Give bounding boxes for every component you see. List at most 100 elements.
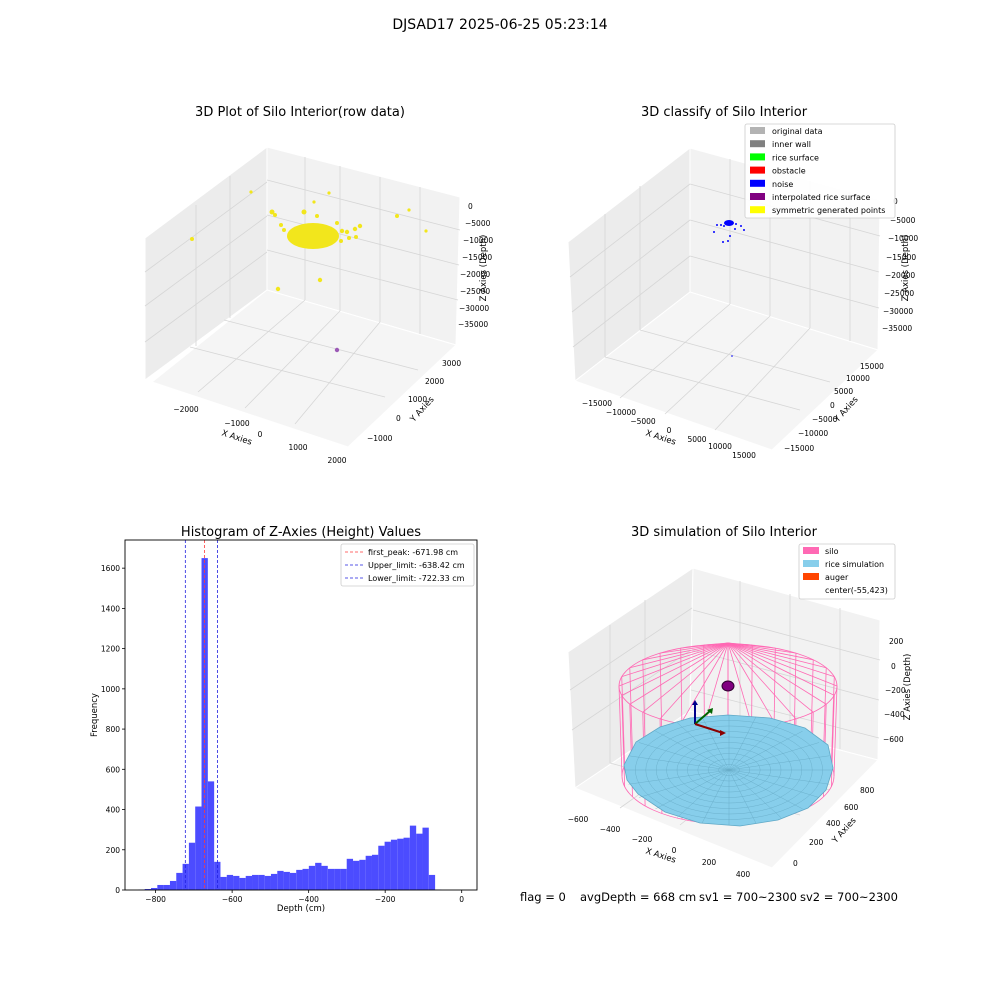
histogram-bar xyxy=(302,868,309,890)
raw-floor-pane xyxy=(150,289,457,448)
histogram-bar xyxy=(403,837,410,890)
sim-x-tick: 0 xyxy=(672,846,677,855)
silo-roof-line xyxy=(621,642,729,678)
histogram-y-label: Frequency xyxy=(90,693,100,737)
sim-z-tick: 200 xyxy=(889,637,904,646)
panel-silo-simulation: 3D simulation of Silo Interior xyxy=(567,525,913,879)
classify-z-tick: −10000 xyxy=(888,234,918,243)
classify-x-tick: −5000 xyxy=(630,417,656,426)
sim-z-ticks: 200 0 −200 −400 −600 xyxy=(883,637,906,744)
rice-grid-spoke xyxy=(701,716,730,771)
rice-grid-spoke xyxy=(676,722,730,771)
histogram-bar xyxy=(176,872,183,890)
silo-roof-line xyxy=(727,642,753,728)
histogram-bar xyxy=(334,868,341,890)
histogram-bar xyxy=(252,874,259,890)
raw-point xyxy=(352,226,358,232)
rice-grid-spoke xyxy=(728,769,757,824)
raw-x-tick: 2000 xyxy=(327,456,346,465)
rice-grid-spoke xyxy=(728,769,782,818)
histogram-bar xyxy=(416,833,423,890)
raw-z-tick: −30000 xyxy=(459,304,489,313)
sv2-readout: sv2 = 700~2300 xyxy=(800,890,898,904)
noise-point xyxy=(734,228,736,230)
raw-point xyxy=(317,277,323,283)
sim-y-tick: 200 xyxy=(809,838,824,847)
silo-roof-line xyxy=(727,642,838,687)
raw-point xyxy=(269,209,275,215)
raw-point xyxy=(301,209,307,215)
silo-roof-line xyxy=(727,642,797,654)
classify-x-tick: 5000 xyxy=(687,435,706,444)
histogram-bar xyxy=(340,868,347,890)
triad-y-arrowhead xyxy=(707,708,713,714)
histogram-legend-label: first_peak: -671.98 cm xyxy=(368,548,458,557)
noise-point xyxy=(716,224,718,226)
histogram-bar xyxy=(233,875,240,890)
silo-roof-line xyxy=(727,642,827,705)
histogram-bars xyxy=(138,558,442,890)
classify-legend-label: obstacle xyxy=(772,167,806,176)
rice-surface xyxy=(623,714,834,827)
auger-marker xyxy=(721,680,735,692)
classify-plot-title: 3D classify of Silo Interior xyxy=(641,105,808,120)
histogram-bar xyxy=(182,863,189,890)
histogram-bar xyxy=(188,842,196,890)
sim-z-tick: −200 xyxy=(885,686,906,695)
raw-x-tick: 0 xyxy=(258,430,263,439)
classify-z-tick: −25000 xyxy=(884,289,914,298)
raw-z-tick: −10000 xyxy=(463,236,493,245)
classify-x-tick: 0 xyxy=(667,426,672,435)
silo-roof-line xyxy=(618,642,729,687)
classify-legend-swatch xyxy=(750,179,765,187)
histogram-x-tick-label: −600 xyxy=(222,895,243,904)
classify-x-tick: −10000 xyxy=(606,408,636,417)
sim-y-ticks: 0 200 400 600 800 xyxy=(793,786,875,868)
raw-point xyxy=(395,214,399,218)
silo-roof-line xyxy=(659,642,729,720)
raw-point-cluster xyxy=(287,223,339,249)
classify-legend-swatch xyxy=(750,206,765,214)
classify-legend-swatch xyxy=(750,140,765,148)
classify-y-tick: 0 xyxy=(830,401,835,410)
sim-y-tick: 400 xyxy=(826,819,841,828)
histogram-bar xyxy=(346,858,354,890)
classify-y-tick: 10000 xyxy=(846,374,870,383)
classify-z-label: Z Axies (Depth) xyxy=(901,235,911,302)
classify-z-tick: −5000 xyxy=(890,216,916,225)
silo-roof-line xyxy=(727,642,835,696)
histogram-bar xyxy=(277,870,284,890)
raw-points xyxy=(190,190,428,292)
noise-point xyxy=(743,229,745,231)
simulation-title: 3D simulation of Silo Interior xyxy=(631,525,818,540)
classify-x-ticks: −15000 −10000 −5000 0 5000 10000 15000 xyxy=(582,399,756,460)
histogram-y-tick-label: 400 xyxy=(106,806,121,815)
histogram-y-tick-label: 1400 xyxy=(101,604,120,613)
histogram-bar xyxy=(359,859,366,890)
silo-vertical-line xyxy=(618,685,623,777)
histogram-bar xyxy=(409,825,417,890)
classify-legend-label: noise xyxy=(772,180,793,189)
sim-x-tick: 400 xyxy=(736,870,751,879)
sim-z-tick: 0 xyxy=(891,662,896,671)
rice-grid-spoke xyxy=(728,769,803,810)
silo-vertical-line xyxy=(823,667,827,756)
histogram-x-ticks: −800 −600 −400 −200 0 xyxy=(145,890,464,904)
histogram-bar xyxy=(289,872,297,890)
sim-x-ticks: −600 −400 −200 0 200 400 xyxy=(568,815,751,879)
silo-vertical-line xyxy=(621,676,626,766)
raw-z-tick: 0 xyxy=(468,202,473,211)
panel-classify-3d: 3D classify of Silo Interior 0 −5000 xyxy=(567,105,918,460)
raw-point xyxy=(357,223,363,229)
classify-legend-swatch xyxy=(750,127,765,134)
histogram-y-tick-label: 0 xyxy=(115,886,120,895)
silo-roof-line xyxy=(727,642,797,720)
noise-point xyxy=(735,223,737,225)
noise-cluster xyxy=(724,220,734,226)
histogram-bar xyxy=(315,862,322,890)
silo-vertical-line xyxy=(642,659,646,747)
rice-grid-spoke xyxy=(628,755,730,771)
histogram-bar xyxy=(264,875,271,890)
raw-point xyxy=(190,237,194,241)
raw-point xyxy=(354,235,358,239)
